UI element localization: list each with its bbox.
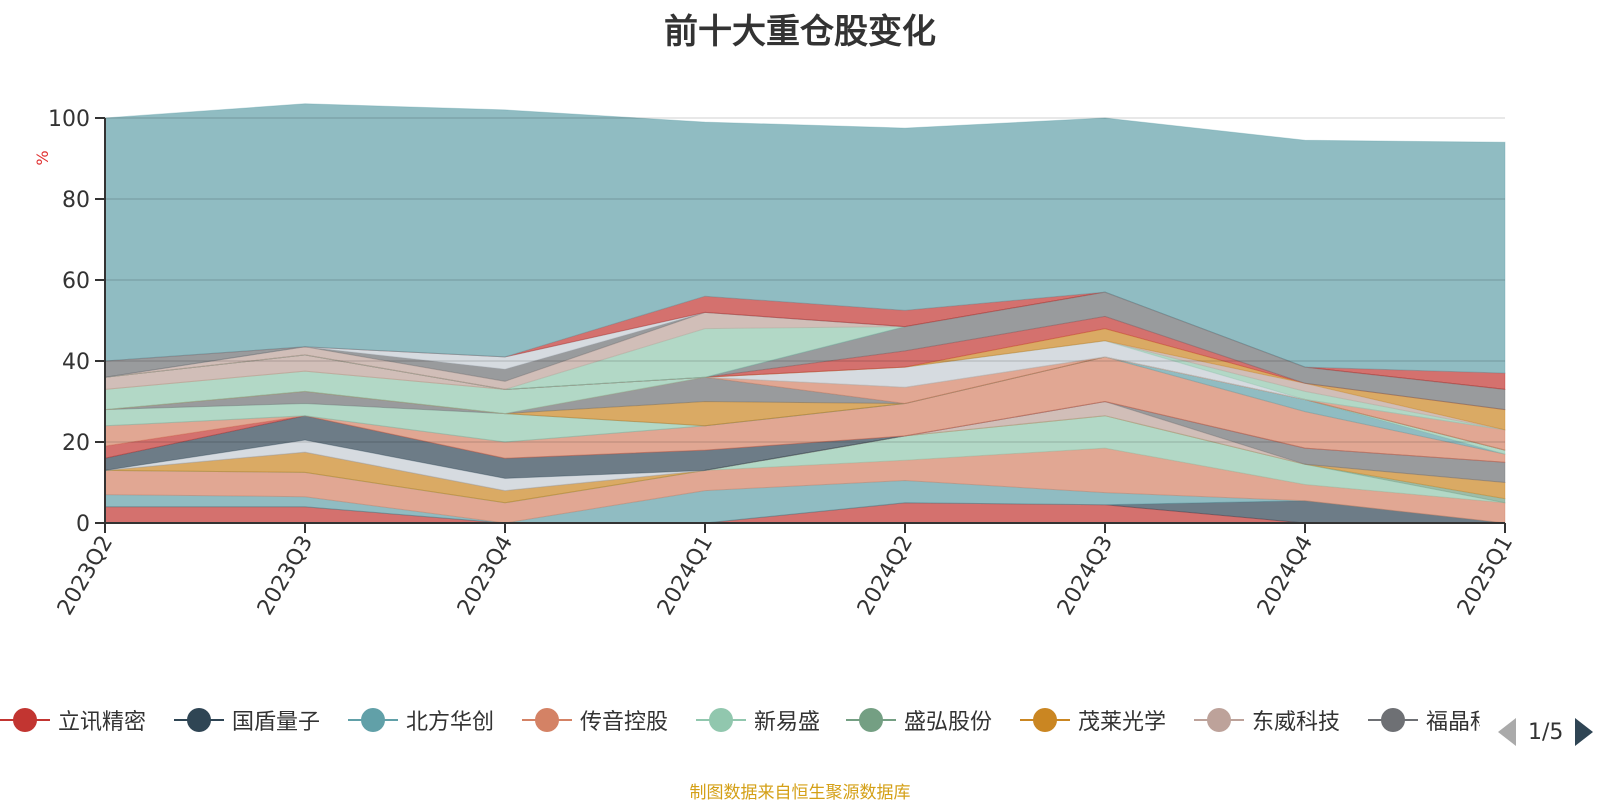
x-tick-label: 2023Q3 <box>253 532 318 620</box>
y-tick-label: 0 <box>76 512 90 537</box>
x-tick-label: 2024Q1 <box>653 532 718 620</box>
x-tick-label: 2025Q1 <box>1453 532 1518 620</box>
y-tick-label: 40 <box>62 350 90 375</box>
legend-label: 传音控股 <box>580 710 669 735</box>
legend-label: 茂莱光学 <box>1078 710 1167 735</box>
x-tick-label: 2024Q4 <box>1253 532 1318 620</box>
y-tick-label: 80 <box>62 188 90 213</box>
legend-page-indicator: 1/5 <box>1528 719 1564 745</box>
legend-symbol-icon <box>1020 705 1070 735</box>
legend-label: 盛弘股份 <box>904 710 993 735</box>
legend-label: 国盾量子 <box>232 710 321 735</box>
y-tick-label: 20 <box>62 431 90 456</box>
legend-item[interactable]: 新易盛 <box>696 700 820 740</box>
legend: 立讯精密 国盾量子 北方华创 传音控股 新易盛 盛弘股份 茂莱光学 东威科技 福晶科技 <box>0 700 1480 740</box>
source-note: 制图数据来自恒生聚源数据库 <box>689 783 911 803</box>
legend-label: 立讯精密 <box>58 710 147 735</box>
legend-item[interactable]: 国盾量子 <box>174 700 320 740</box>
legend-label: 福晶科技 <box>1426 710 1480 735</box>
legend-prev-icon[interactable] <box>1498 718 1516 746</box>
legend-symbol-icon <box>1194 705 1244 735</box>
x-tick-label: 2024Q2 <box>853 532 918 620</box>
x-tick-label: 2023Q4 <box>453 532 518 620</box>
legend-symbol-icon <box>522 705 572 735</box>
area-series-35 <box>104 103 1506 374</box>
x-tick-label: 2023Q2 <box>53 532 118 620</box>
legend-symbol-icon <box>846 705 896 735</box>
y-tick-label: 60 <box>62 269 90 294</box>
area-series-12 <box>104 356 1506 463</box>
legend-symbol-icon <box>348 705 398 735</box>
legend-item[interactable]: 北方华创 <box>348 700 494 740</box>
y-tick-label: 100 <box>48 107 90 132</box>
legend-symbol-icon <box>0 705 50 735</box>
legend-item[interactable]: 福晶科技 <box>1368 700 1480 740</box>
legend-next-icon[interactable] <box>1575 718 1594 746</box>
x-tick-label: 2024Q3 <box>1053 532 1118 620</box>
legend-symbol-icon <box>696 705 746 735</box>
legend-item[interactable]: 盛弘股份 <box>846 700 992 740</box>
legend-symbol-icon <box>1368 705 1418 735</box>
chart-title: 前十大重仓股变化 <box>664 12 936 52</box>
legend-item[interactable]: 茂莱光学 <box>1020 700 1166 740</box>
y-axis-unit: % <box>33 150 52 165</box>
legend-symbol-icon <box>174 705 224 735</box>
legend-item[interactable]: 东威科技 <box>1194 700 1340 740</box>
legend-label: 新易盛 <box>754 710 821 735</box>
legend-pager: 1/5 <box>1498 718 1594 746</box>
area-series-5 <box>104 415 1506 504</box>
legend-item[interactable]: 传音控股 <box>522 700 668 740</box>
legend-label: 东威科技 <box>1252 710 1341 735</box>
area-layers <box>104 103 1506 524</box>
stacked-area-chart: 0 20 40 60 80 100% 2023Q2 2023Q3 2023Q4 2024Q1 202… <box>33 103 1518 620</box>
legend-item[interactable]: 立讯精密 <box>0 700 146 740</box>
area-series-14 <box>104 356 1506 455</box>
legend-label: 北方华创 <box>406 710 495 735</box>
